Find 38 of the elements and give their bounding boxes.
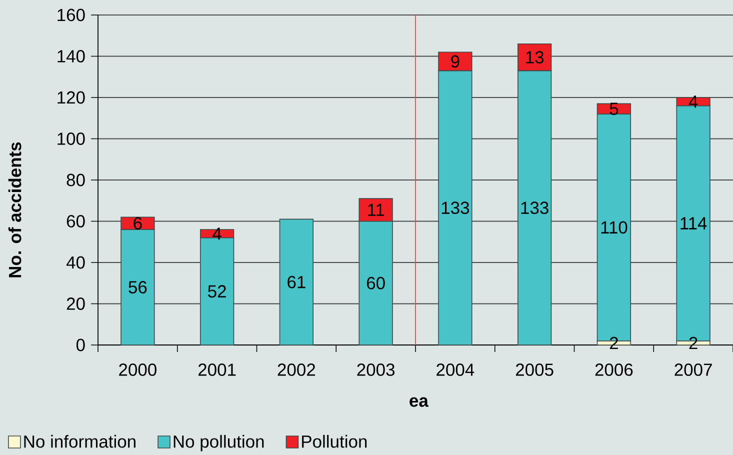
- x-tick-label: 2001: [198, 364, 236, 376]
- y-tick-label: 120: [58, 91, 85, 104]
- x-tick-label: 2003: [357, 364, 395, 376]
- legend-label: No information: [24, 434, 136, 448]
- x-tick-label: 2002: [278, 364, 316, 376]
- data-label: 13: [526, 51, 544, 64]
- data-label: 5: [610, 102, 618, 115]
- data-label: 133: [521, 202, 548, 214]
- y-tick-label: 100: [58, 132, 85, 145]
- data-label: 4: [212, 228, 222, 240]
- x-tick-label: 2005: [516, 364, 554, 376]
- data-label: 61: [288, 276, 306, 288]
- y-tick-label: 160: [58, 8, 85, 22]
- data-label: 9: [451, 55, 460, 68]
- x-tick-label: 2004: [436, 364, 474, 376]
- legend-label: Pollution: [302, 434, 367, 448]
- y-tick-label: 0: [76, 338, 85, 352]
- x-tick-label: 2007: [674, 364, 712, 376]
- bar: [279, 218, 314, 346]
- x-axis-title: ea: [410, 397, 429, 407]
- y-tick-label: 60: [66, 215, 85, 228]
- y-tick-label: 40: [66, 256, 85, 269]
- x-tick-label: 2000: [119, 364, 156, 376]
- y-tick-label: 20: [66, 298, 85, 310]
- data-label: 114: [680, 217, 707, 230]
- y-tick-label: 80: [66, 174, 85, 186]
- data-label: 56: [128, 281, 147, 294]
- data-label: 11: [368, 204, 384, 216]
- data-label: 133: [442, 202, 470, 214]
- y-tick-label: 140: [58, 50, 85, 62]
- data-label: 110: [601, 221, 628, 234]
- data-label: 4: [688, 96, 698, 108]
- x-tick-label: 2006: [595, 364, 633, 376]
- data-label: 6: [134, 217, 142, 230]
- data-label: 52: [208, 285, 226, 298]
- data-label: 60: [366, 276, 385, 290]
- legend-label: No pollution: [174, 434, 264, 452]
- y-axis-title: No. of accidents: [8, 142, 22, 278]
